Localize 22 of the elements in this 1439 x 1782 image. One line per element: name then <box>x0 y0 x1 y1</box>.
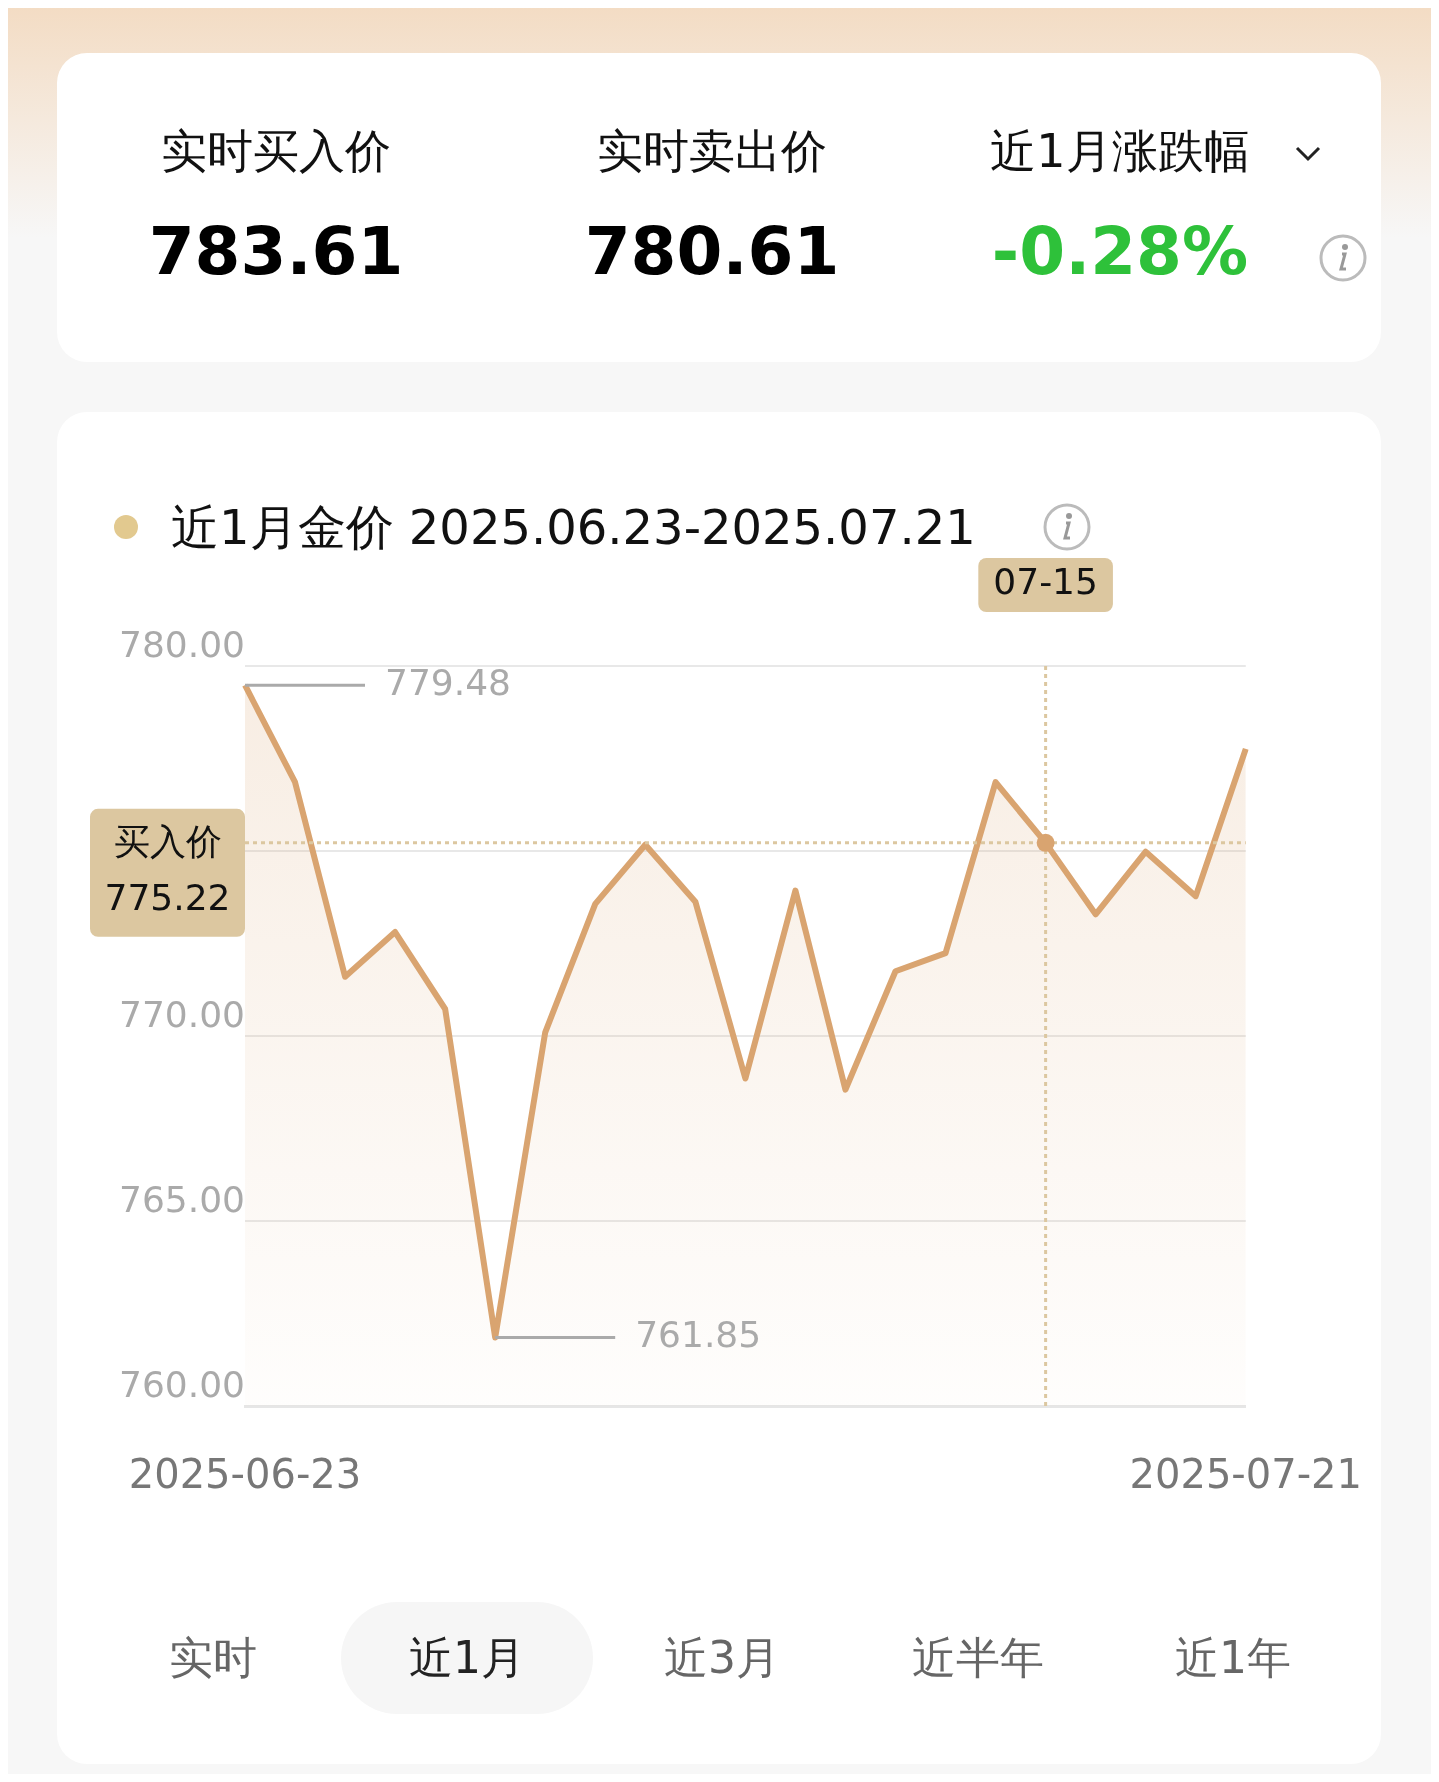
ref-line-label: 买入价 775.22 <box>104 821 231 919</box>
annotation: 779.48 <box>385 661 511 703</box>
category-label: 近半年 <box>852 1602 1104 1714</box>
text: 近1月涨跌幅 <box>989 123 1251 180</box>
x-tick-label: 2025-06-23 <box>128 1451 362 1498</box>
y-tick-label: 765.00 <box>119 1179 245 1221</box>
y-tick-label: 780.00 <box>119 624 245 666</box>
category-label: 近1年 <box>1107 1602 1359 1714</box>
category-label: 近1月 <box>341 1602 593 1714</box>
annotation: 761.85 <box>635 1313 762 1355</box>
category-label: 近3月 <box>596 1602 848 1714</box>
text: 783.61 <box>147 213 405 290</box>
x-tick-label: 2025-07-21 <box>1129 1451 1362 1498</box>
chart-title: 近1月金价 2025.06.23-2025.07.21 <box>171 498 976 557</box>
text: 实时买入价 <box>160 123 392 180</box>
category-label: 实时 <box>87 1602 339 1714</box>
y-tick-label: 770.00 <box>119 994 245 1036</box>
text: -0.28% <box>990 213 1250 290</box>
x-tick-label: 07-15 <box>993 561 1098 603</box>
text: 实时卖出价 <box>596 123 828 180</box>
text: 780.61 <box>583 213 841 290</box>
y-tick-label: 760.00 <box>119 1364 245 1406</box>
